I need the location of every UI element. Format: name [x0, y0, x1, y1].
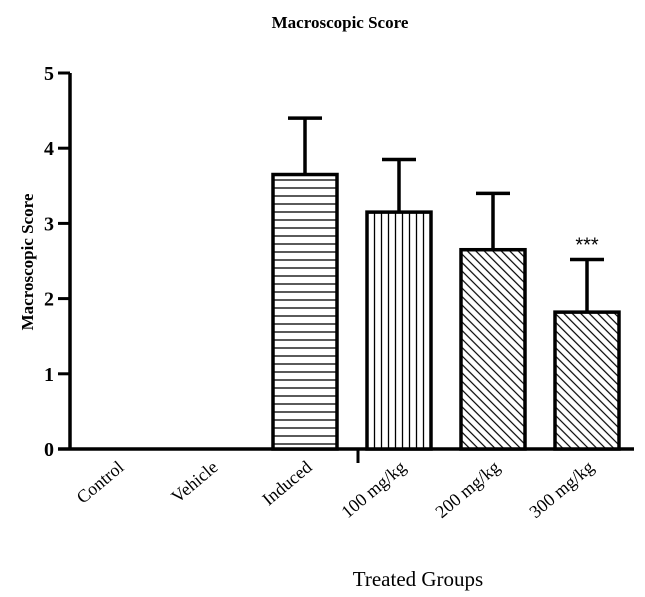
bar: [365, 210, 433, 451]
axes: 0 1 2 3 4 5: [44, 63, 634, 463]
y-axis-title: Macroscopic Score: [18, 193, 37, 330]
bar: [553, 310, 621, 451]
y-tick-label: 5: [44, 63, 54, 85]
x-tick-label: Induced: [258, 457, 315, 510]
y-tick-label: 1: [44, 364, 54, 386]
x-axis-title: Treated Groups: [353, 567, 483, 591]
significance-annotation: ***: [575, 234, 599, 256]
x-tick-label: 300 mg/kg: [525, 457, 597, 522]
bar: [271, 172, 339, 451]
y-tick-label: 4: [44, 138, 54, 160]
x-tick-label: 100 mg/kg: [337, 457, 409, 522]
bar: [459, 247, 527, 451]
x-tick-label: Vehicle: [167, 457, 221, 507]
x-tick-label: 200 mg/kg: [431, 457, 503, 522]
chart-title: Macroscopic Score: [272, 13, 409, 32]
bars-group: [271, 116, 621, 451]
y-tick-label: 3: [44, 213, 54, 235]
x-tick-label: Control: [73, 457, 128, 508]
y-tick-label: 2: [44, 289, 54, 311]
y-tick-label: 0: [44, 439, 54, 461]
